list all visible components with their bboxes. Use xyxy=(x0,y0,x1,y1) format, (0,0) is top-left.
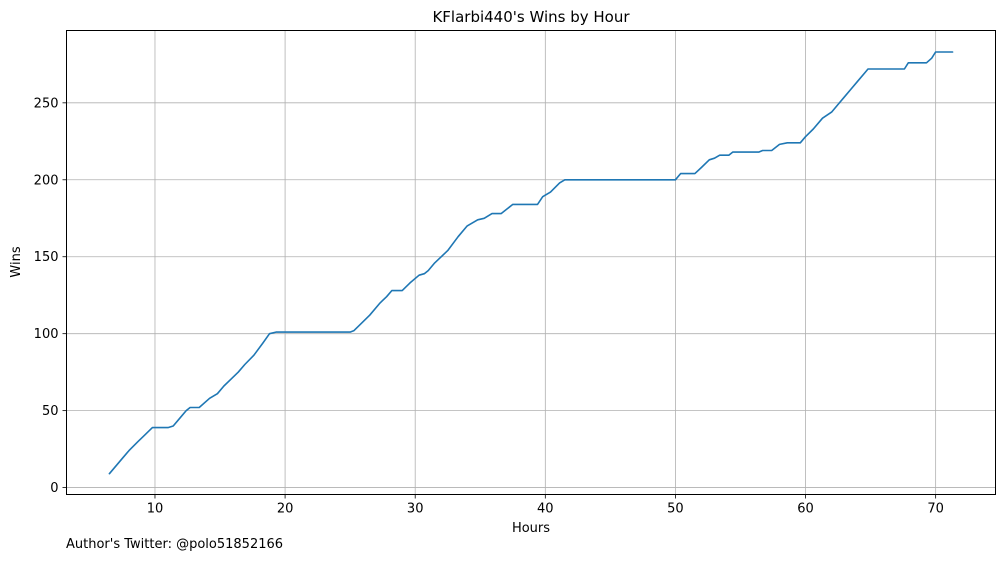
x-tick-label-10: 10 xyxy=(147,502,164,517)
x-tick-label-60: 60 xyxy=(797,502,814,517)
x-axis-label: Hours xyxy=(512,521,550,536)
x-tick-label-50: 50 xyxy=(667,502,684,517)
y-tick-label-150: 150 xyxy=(34,250,59,265)
y-ticks: 0 50 100 150 200 250 xyxy=(34,96,67,496)
y-axis-label: Wins xyxy=(9,246,24,277)
plot-frame xyxy=(66,30,996,495)
y-tick-label-50: 50 xyxy=(42,404,59,419)
y-tick-label-250: 250 xyxy=(34,96,59,111)
series-layer xyxy=(108,51,954,475)
wins-line xyxy=(108,51,954,475)
x-tick-label-70: 70 xyxy=(927,502,944,517)
gridlines xyxy=(66,30,996,495)
x-tick-label-30: 30 xyxy=(407,502,424,517)
y-tick-label-200: 200 xyxy=(34,173,59,188)
y-tick-label-100: 100 xyxy=(34,327,59,342)
x-ticks: 10 20 30 40 50 60 70 xyxy=(147,494,944,517)
x-tick-label-40: 40 xyxy=(537,502,554,517)
y-tick-label-0: 0 xyxy=(50,481,58,496)
author-twitter-note: Author's Twitter: @polo51852166 xyxy=(66,537,284,552)
x-tick-label-20: 20 xyxy=(277,502,294,517)
chart-title: KFlarbi440's Wins by Hour xyxy=(432,8,630,26)
